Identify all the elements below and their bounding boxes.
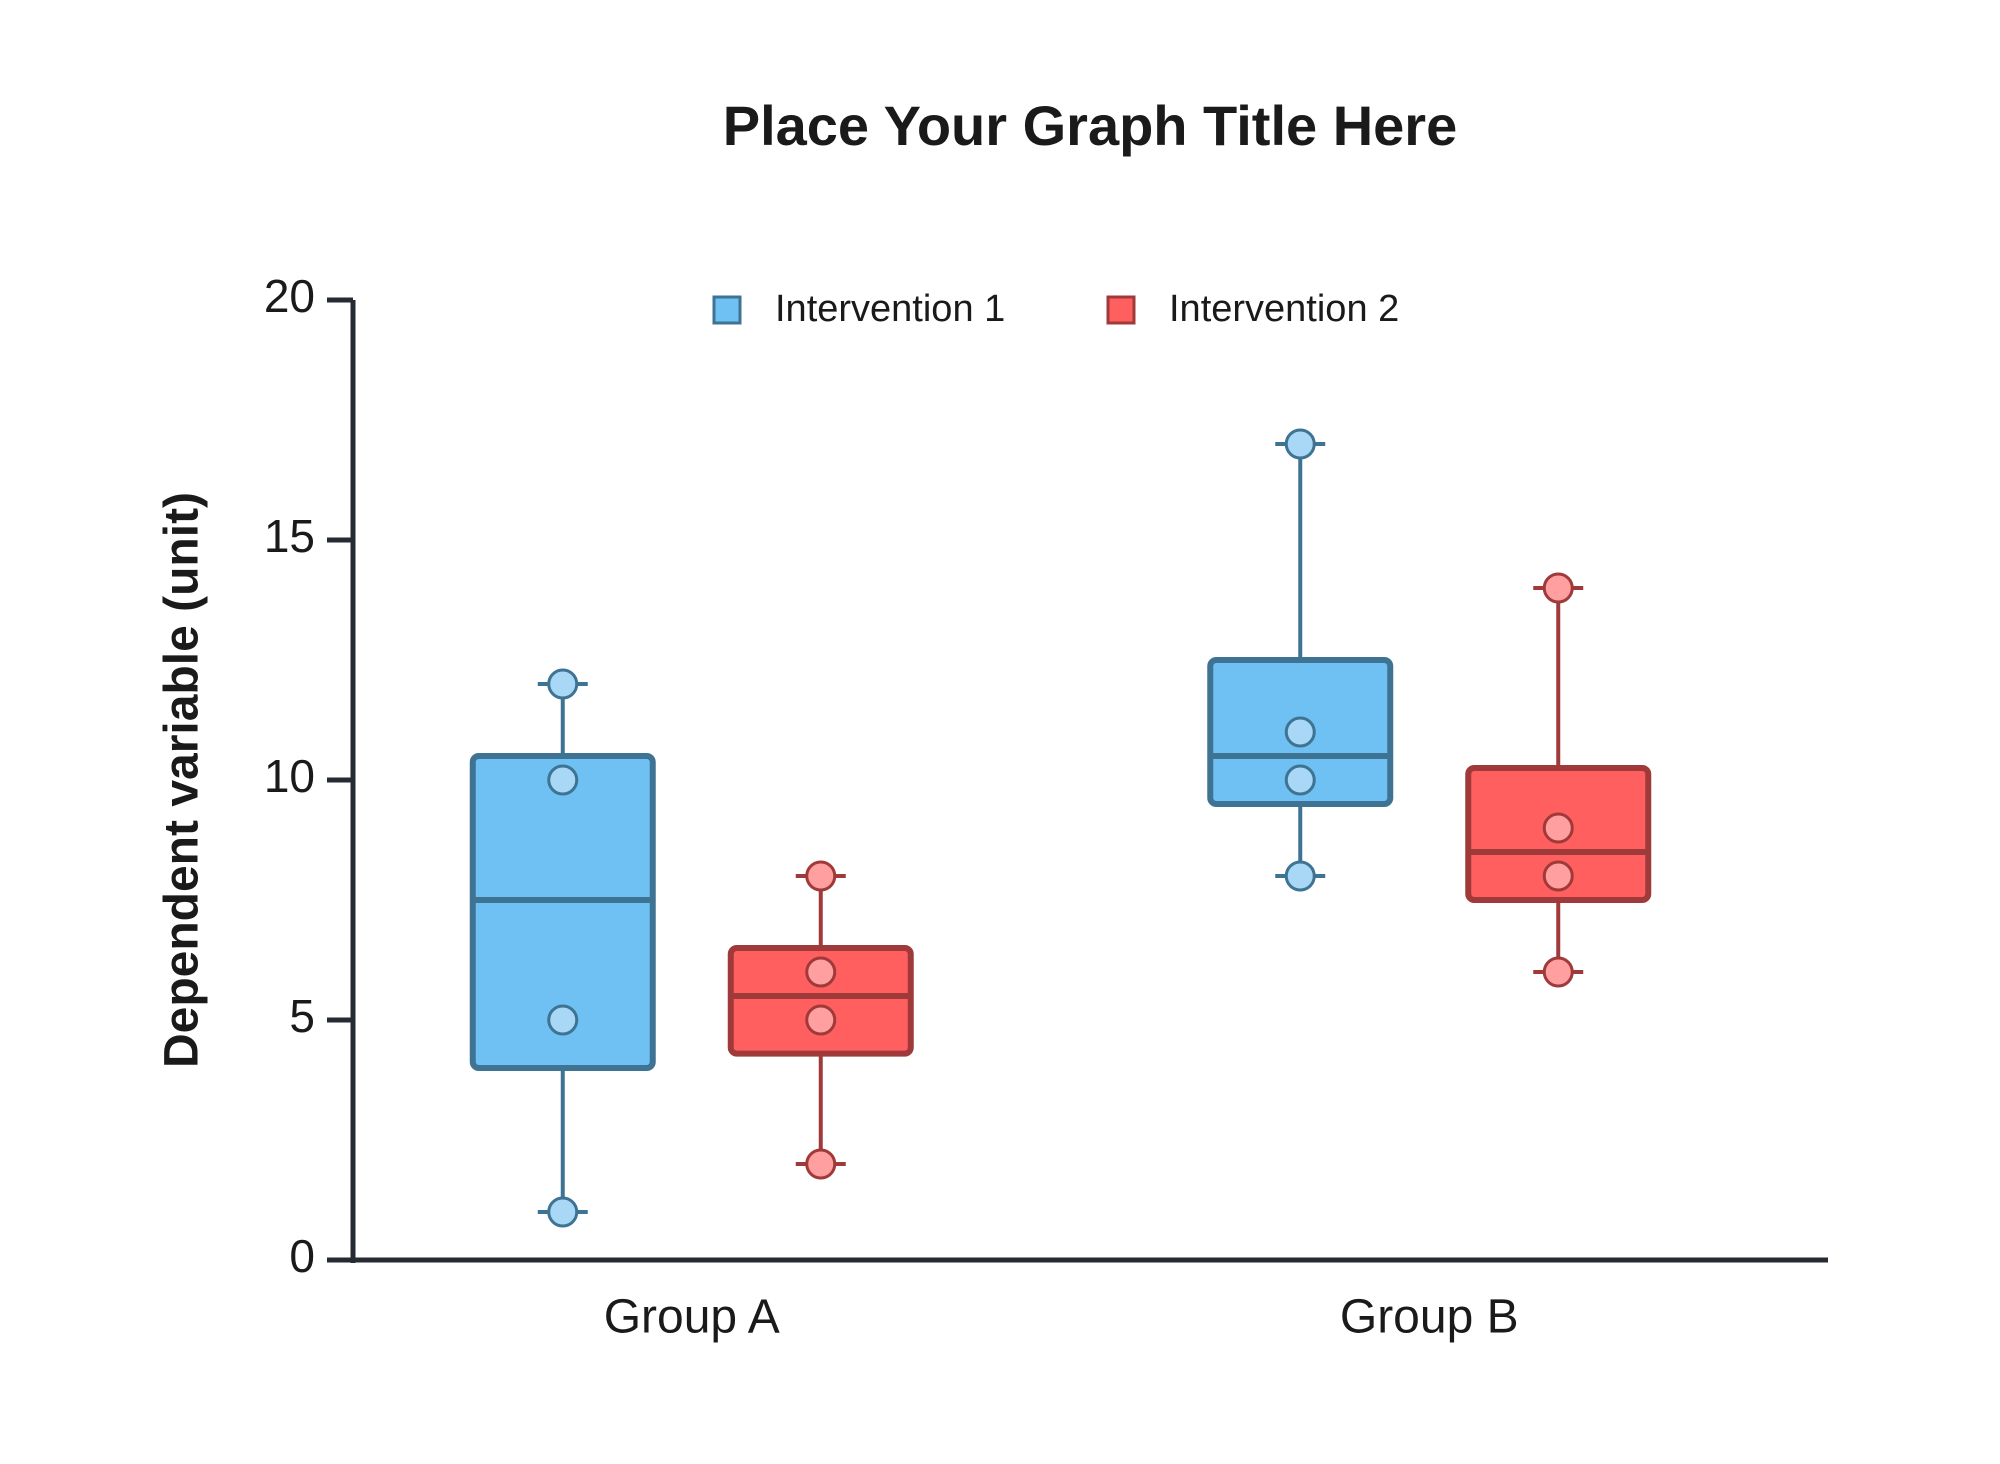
- legend-label: Intervention 2: [1169, 288, 1399, 330]
- data-point: [1284, 860, 1316, 892]
- data-point: [547, 1196, 579, 1228]
- data-point: [1284, 764, 1316, 796]
- y-tick-label: 5: [289, 990, 315, 1042]
- x-tick-label: Group A: [604, 1291, 780, 1344]
- data-point: [805, 1148, 837, 1180]
- data-point: [805, 956, 837, 988]
- y-tick-label: 0: [289, 1230, 315, 1282]
- data-point: [547, 764, 579, 796]
- legend-swatch: [712, 295, 742, 325]
- box: [469, 753, 656, 1071]
- data-point: [1542, 572, 1574, 604]
- legend-swatch: [1106, 295, 1136, 325]
- chart-title: Place Your Graph Title Here: [723, 94, 1458, 157]
- data-point: [1542, 956, 1574, 988]
- data-point: [1542, 860, 1574, 892]
- data-point: [547, 1004, 579, 1036]
- y-axis-label: Dependent variable (unit): [156, 492, 209, 1068]
- legend-label: Intervention 1: [775, 288, 1005, 330]
- data-point: [805, 1004, 837, 1036]
- y-tick-label: 10: [264, 750, 315, 802]
- data-point: [547, 668, 579, 700]
- y-tick-label: 20: [264, 270, 315, 322]
- data-point: [1284, 716, 1316, 748]
- data-point: [1284, 428, 1316, 460]
- box: [727, 945, 914, 1057]
- data-point: [805, 860, 837, 892]
- data-point: [1542, 812, 1574, 844]
- x-tick-label: Group B: [1340, 1291, 1519, 1344]
- y-tick-label: 15: [264, 510, 315, 562]
